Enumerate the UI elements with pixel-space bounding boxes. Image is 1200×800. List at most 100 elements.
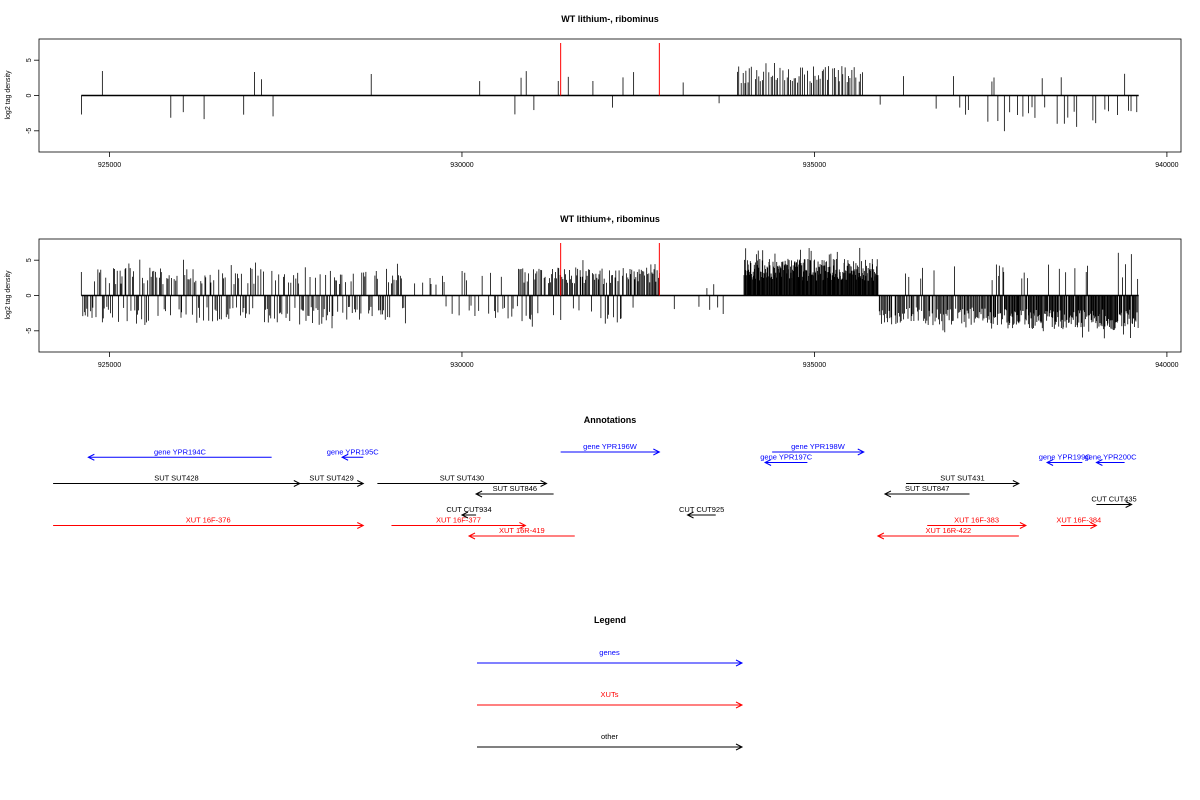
annotation-feature: SUT SUT428 — [53, 474, 301, 487]
panel-title: WT lithium-, ribominus — [561, 14, 659, 24]
annotations-panel: Annotations gene YPR194C gene YPR195Cgene… — [53, 415, 1138, 540]
annotation-feature: CUT CUT925 — [679, 505, 724, 519]
x-tick-label: 925000 — [98, 362, 121, 369]
legend-label: genes — [599, 648, 620, 657]
arrow-head — [653, 448, 661, 456]
feature-label: XUT 16R-422 — [926, 526, 972, 535]
annotation-feature: gene YPR198W — [772, 442, 865, 456]
arrow-head — [1012, 480, 1020, 487]
panel-title: WT lithium+, ribominus — [560, 214, 660, 224]
feature-label: CUT CUT925 — [679, 505, 724, 514]
density-bars — [81, 43, 1139, 132]
y-tick-label: 5 — [26, 58, 33, 62]
annotation-feature: SUT SUT431 — [906, 474, 1020, 487]
arrow-head — [876, 532, 885, 540]
legend-label: other — [601, 732, 619, 741]
x-tick-label: 940000 — [1155, 162, 1178, 169]
feature-label: XUT 16F-377 — [436, 516, 481, 525]
annotation-feature: CUT CUT934 — [446, 505, 492, 519]
arrow-head — [357, 522, 365, 529]
y-axis-label: log2 tag density — [5, 70, 12, 120]
density-panel-lithium-plus: WT lithium+, ribominus log2 tag density … — [5, 214, 1182, 369]
arrow-head — [735, 659, 744, 667]
arrow-head — [1090, 522, 1098, 529]
arrow-head — [1045, 459, 1054, 466]
density-bars — [80, 243, 1139, 339]
feature-label: SUT SUT429 — [309, 474, 353, 483]
annotation-feature: gene YPR194C — [87, 447, 272, 461]
x-tick-label: 930000 — [450, 362, 473, 369]
legend-item: XUTs — [477, 690, 744, 709]
annotation-feature: gene YPR200C — [1085, 453, 1138, 466]
annotation-feature: XUT 16R-422 — [876, 526, 1019, 540]
arrow-head — [357, 480, 365, 487]
arrow-head — [686, 511, 694, 519]
feature-label: SUT SUT846 — [493, 484, 537, 493]
annotation-feature: CUT CUT435 — [1091, 495, 1137, 508]
arrow-head — [883, 490, 892, 498]
x-tick-label: 925000 — [98, 162, 121, 169]
feature-label: gene YPR200C — [1085, 453, 1138, 462]
annotation-feature: XUT 16F-384 — [1056, 516, 1101, 529]
y-tick-label: -5 — [26, 128, 33, 134]
feature-label: XUT 16F-376 — [186, 516, 231, 525]
arrow-head — [467, 532, 476, 540]
annotation-feature: SUT SUT846 — [474, 484, 554, 498]
y-tick-label: 0 — [26, 93, 33, 97]
arrow-head — [540, 480, 548, 487]
feature-label: gene YPR196W — [583, 442, 638, 451]
legend-label: XUTs — [601, 690, 619, 699]
feature-label: gene YPR198W — [791, 442, 846, 451]
y-tick-label: 5 — [26, 258, 33, 262]
feature-label: CUT CUT435 — [1091, 495, 1136, 504]
annotation-feature: XUT 16F-376 — [53, 516, 365, 529]
annotation-feature: SUT SUT430 — [377, 474, 548, 487]
feature-label: gene YPR197C — [760, 453, 813, 462]
axes: 925000 930000 935000 940000 -5 0 5 — [26, 58, 1179, 169]
feature-label: gene YPR195C — [327, 447, 380, 456]
annotation-feature: gene YPR197C — [760, 453, 813, 466]
arrow-head — [735, 743, 744, 751]
annotation-feature: SUT SUT847 — [883, 484, 970, 498]
feature-label: gene YPR194C — [154, 447, 207, 456]
y-tick-label: 0 — [26, 293, 33, 297]
annotation-feature: gene YPR199C — [1039, 453, 1092, 466]
arrow-head — [1095, 459, 1103, 466]
legend-item: genes — [477, 648, 744, 667]
arrow-head — [857, 448, 865, 456]
feature-label: SUT SUT428 — [154, 474, 198, 483]
arrow-head — [474, 490, 483, 498]
x-tick-label: 940000 — [1155, 362, 1178, 369]
feature-label: XUT 16F-384 — [1056, 516, 1101, 525]
annotation-feature: gene YPR196W — [560, 442, 661, 456]
arrow-head — [460, 511, 469, 519]
feature-label: SUT SUT847 — [905, 484, 949, 493]
annotation-feature: XUT 16F-383 — [927, 516, 1028, 529]
legend-items: genes XUTs other — [477, 648, 744, 751]
feature-label: CUT CUT934 — [446, 505, 491, 514]
axes: 925000 930000 935000 940000 -5 0 5 — [26, 258, 1179, 369]
arrow-head — [519, 522, 527, 529]
feature-label: XUT 16R-419 — [499, 526, 545, 535]
x-tick-label: 935000 — [803, 162, 826, 169]
feature-label: SUT SUT431 — [940, 474, 984, 483]
arrow-head — [87, 453, 95, 461]
arrow-head — [735, 701, 744, 709]
arrow-head — [341, 453, 349, 461]
legend-panel: Legend genes XUTs other — [477, 615, 744, 751]
arrow-head — [1125, 501, 1133, 508]
feature-label: SUT SUT430 — [440, 474, 484, 483]
x-tick-label: 930000 — [450, 162, 473, 169]
feature-label: gene YPR199C — [1039, 453, 1092, 462]
annotation-feature: SUT SUT429 — [299, 474, 365, 487]
x-tick-label: 935000 — [803, 362, 826, 369]
arrow-head — [1019, 522, 1028, 529]
annotation-tracks: gene YPR194C gene YPR195C gene YPR196W gene… — [53, 442, 1138, 540]
annotation-feature: XUT 16R-419 — [467, 526, 575, 540]
feature-label: XUT 16F-383 — [954, 516, 999, 525]
y-axis-label: log2 tag density — [5, 270, 12, 320]
legend-title: Legend — [594, 615, 626, 625]
annotation-feature: gene YPR195C — [327, 447, 380, 461]
legend-item: other — [477, 732, 744, 751]
